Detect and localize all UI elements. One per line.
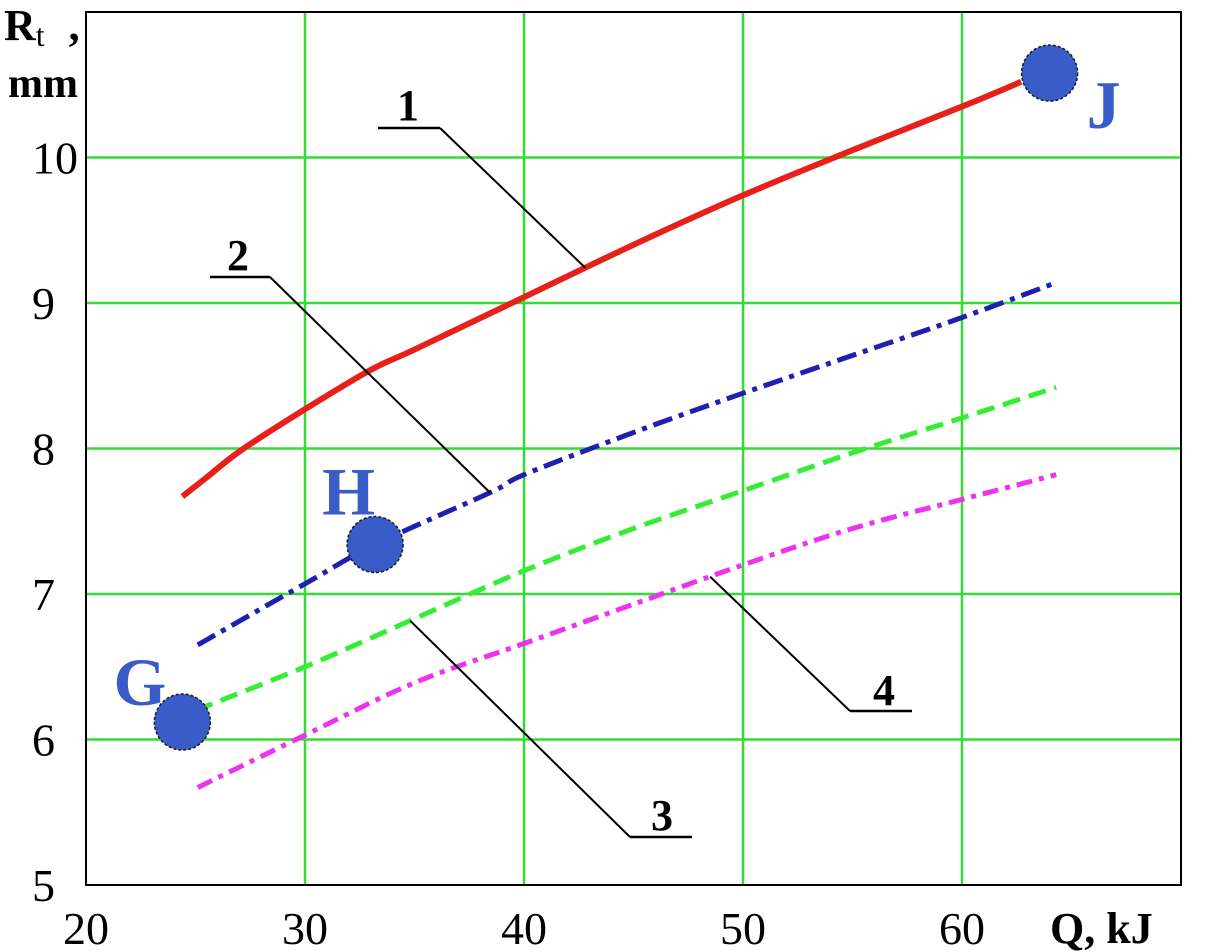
series-label-group-2: 2 [210, 231, 491, 494]
y-tick-label: 9 [32, 278, 55, 329]
x-tick-label: 40 [501, 903, 547, 951]
series-label-group-3: 3 [409, 619, 692, 840]
plot-frame [85, 11, 1182, 886]
y-tick-label: 5 [32, 860, 55, 911]
plot-frame-layer [85, 11, 1182, 886]
point-marker-J [1020, 44, 1079, 102]
x-tick-label: 50 [720, 903, 766, 951]
tick-labels: 20 30 40 50 60 5 6 7 8 9 10 [32, 133, 985, 951]
point-label-H: H [322, 454, 375, 530]
y-axis-unit: mm [8, 61, 78, 107]
point-label-G: G [113, 644, 166, 720]
y-tick-label: 10 [32, 133, 78, 184]
series-layer [180, 79, 1058, 790]
x-tick-label: 20 [63, 903, 109, 951]
y-axis-subscript: t [36, 17, 45, 53]
series-leader-line [439, 127, 587, 269]
y-axis-separator: , [69, 1, 80, 50]
series-label-group-1: 1 [378, 81, 587, 269]
series-leader-line [709, 575, 851, 712]
series-label-group-4: 4 [709, 575, 912, 715]
x-tick-label: 30 [282, 903, 328, 951]
y-tick-label: 6 [32, 715, 55, 766]
y-tick-label: 7 [32, 569, 55, 620]
point-marker-H [346, 515, 404, 574]
y-axis-symbol: R [4, 1, 37, 50]
series-1-line [180, 79, 1023, 499]
x-axis-label: Q, kJ [1050, 904, 1153, 951]
series-2-line [196, 280, 1058, 648]
y-axis-label: Rt, [4, 1, 80, 53]
x-tick-label: 60 [939, 903, 985, 951]
marked-points: G H J [113, 44, 1121, 751]
series-label-2: 2 [227, 231, 249, 280]
point-marker-G [153, 693, 212, 751]
series-4-line [196, 472, 1057, 790]
series-leader-line [269, 276, 491, 494]
series-3-line [194, 385, 1057, 713]
y-tick-label: 8 [32, 424, 55, 475]
series-label-1: 1 [397, 81, 419, 130]
series-annotations: 1 2 3 4 [210, 81, 912, 840]
point-label-J: J [1087, 67, 1121, 143]
series-leader-line [409, 619, 631, 838]
series-label-3: 3 [651, 791, 673, 840]
grid [86, 12, 1181, 885]
series-label-4: 4 [873, 666, 895, 715]
